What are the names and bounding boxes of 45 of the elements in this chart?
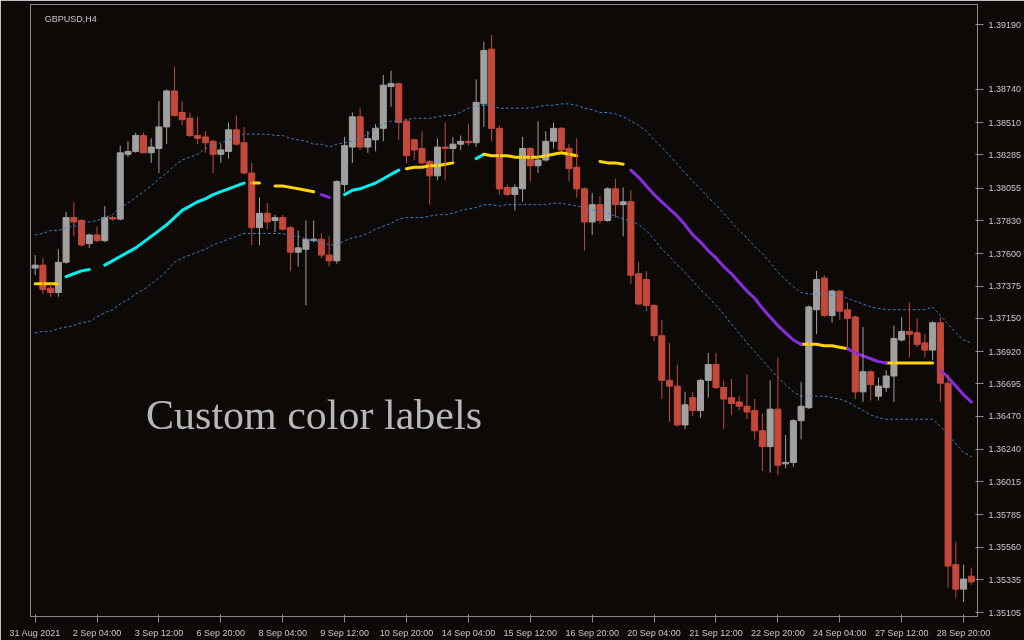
y-tick-label: 1.35105 (988, 607, 1022, 618)
candlestick (31, 254, 39, 276)
x-tick-label: 31 Aug 2021 (9, 627, 61, 638)
x-tick-label: 22 Sep 20:00 (751, 627, 805, 638)
candlestick (271, 214, 279, 233)
candlestick (85, 232, 93, 249)
y-tick-label: 1.35335 (988, 574, 1022, 585)
y-tick-label: 1.36695 (988, 378, 1022, 389)
y-tick-label: 1.38285 (988, 149, 1022, 160)
y-tick-label: 1.35785 (988, 509, 1022, 520)
x-tick-label: 2 Sep 04:00 (72, 627, 122, 638)
x-tick-label: 9 Sep 12:00 (320, 627, 369, 638)
x-tick-label: 20 Sep 04:00 (627, 627, 681, 638)
x-tick-label: 24 Sep 04:00 (813, 627, 867, 638)
x-tick-label: 21 Sep 12:00 (689, 627, 743, 638)
x-tick-label: 15 Sep 12:00 (503, 627, 558, 638)
annotation: Custom color labels (146, 391, 482, 438)
y-tick-label: 1.38055 (988, 183, 1022, 194)
y-tick-label: 1.37600 (988, 248, 1022, 259)
line-series (34, 202, 972, 458)
y-tick-label: 1.38510 (988, 117, 1022, 128)
x-tick-label: 8 Sep 04:00 (258, 627, 307, 638)
candlestick (108, 215, 117, 221)
x-tick-label: 28 Sep 20:00 (936, 627, 991, 638)
x-tick-label: 16 Sep 20:00 (565, 627, 619, 638)
y-tick-label: 1.35560 (988, 542, 1022, 553)
candlestick (960, 564, 968, 603)
annotation: GBPUSD,H4 (44, 13, 97, 24)
y-tick-label: 1.38740 (988, 84, 1022, 95)
candlestick (766, 379, 774, 473)
y-tick-label: 1.36240 (988, 444, 1022, 455)
x-tick-label: 10 Sep 20:00 (379, 627, 434, 638)
y-tick-label: 1.36470 (988, 411, 1022, 422)
y-tick-label: 1.39190 (988, 19, 1022, 30)
x-tick-label: 27 Sep 12:00 (874, 627, 929, 638)
y-tick-label: 1.37375 (988, 281, 1022, 292)
x-tick-label: 3 Sep 12:00 (134, 627, 184, 638)
x-tick-label: 6 Sep 20:00 (196, 627, 246, 638)
y-tick-label: 1.37830 (988, 215, 1022, 226)
x-tick-label: 14 Sep 04:00 (441, 627, 496, 638)
candlestick (441, 122, 449, 181)
y-tick-label: 1.37150 (988, 313, 1022, 324)
y-tick-label: 1.36920 (988, 346, 1022, 357)
line-series (34, 103, 972, 344)
y-tick-label: 1.36015 (988, 476, 1022, 487)
